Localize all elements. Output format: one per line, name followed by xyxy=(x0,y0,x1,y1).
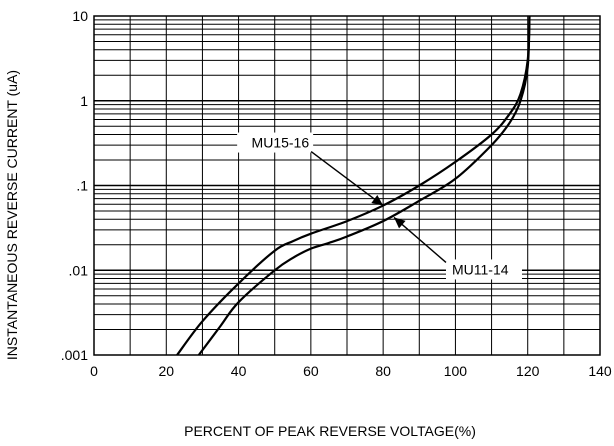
y-tick-label: .1 xyxy=(76,178,88,194)
callout-leader xyxy=(393,216,447,263)
x-tick-label: 40 xyxy=(231,363,247,379)
callout-bg xyxy=(237,132,314,153)
callouts: MU15-16 MU11-14 xyxy=(237,132,522,280)
x-tick-label: 60 xyxy=(303,363,319,379)
x-tick-label: 80 xyxy=(375,363,391,379)
y-tick-label: 10 xyxy=(72,8,88,24)
arrow-icon xyxy=(371,194,384,206)
x-tick-label: 20 xyxy=(158,363,174,379)
tick-labels: 0 20 40 60 80 100 120 140 .001 .01 .1 1 10 xyxy=(61,8,612,379)
series-line-mu11-14 xyxy=(197,15,531,356)
y-tick-label: .01 xyxy=(69,262,89,278)
callout-bg xyxy=(445,259,522,280)
callout-label-mu15-16: MU15-16 xyxy=(252,135,310,151)
y-tick-label: 1 xyxy=(80,93,88,109)
callout-leader xyxy=(310,150,384,207)
x-tick-label: 120 xyxy=(516,363,540,379)
x-tick-label: 100 xyxy=(444,363,468,379)
arrow-icon xyxy=(393,217,406,229)
x-tick-label: 140 xyxy=(588,363,612,379)
plot-area-frame xyxy=(93,15,601,356)
grid xyxy=(94,16,600,355)
y-axis-title: INSTANTANEOUS REVERSE CURRENT (uA) xyxy=(4,70,20,360)
y-tick-label: .001 xyxy=(61,347,88,363)
x-axis-title: PERCENT OF PEAK REVERSE VOLTAGE(%) xyxy=(184,423,476,439)
callout-label-mu11-14: MU11-14 xyxy=(452,261,509,277)
x-tick-label: 0 xyxy=(90,363,98,379)
